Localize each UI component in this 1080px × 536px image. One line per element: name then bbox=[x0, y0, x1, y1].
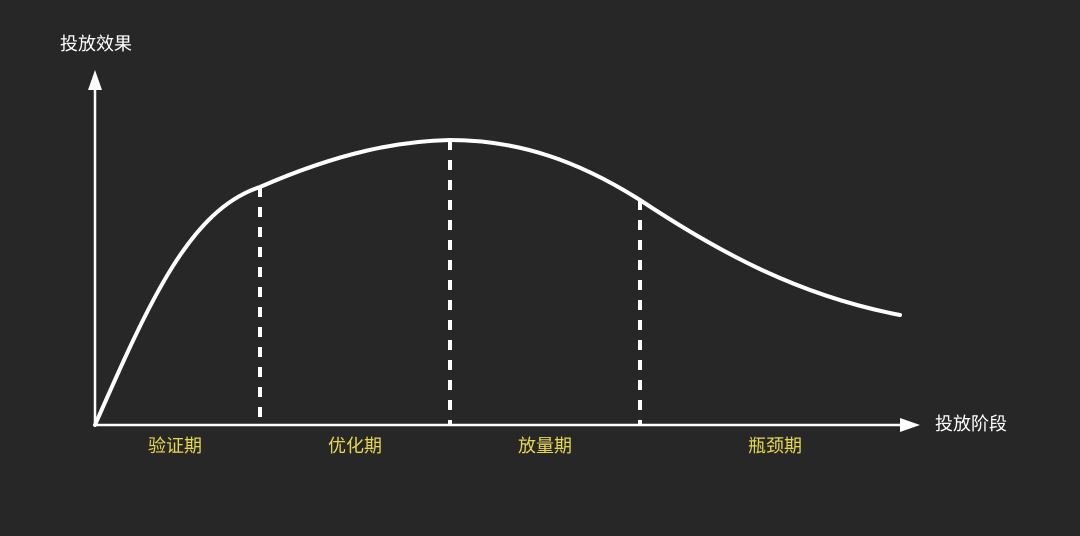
phase-label-1: 验证期 bbox=[148, 436, 202, 456]
phase-label-2: 优化期 bbox=[328, 436, 382, 456]
chart-svg: 投放效果 投放阶段 验证期 优化期 放量期 瓶颈期 bbox=[0, 0, 1080, 536]
phase-label-4: 瓶颈期 bbox=[748, 436, 802, 456]
phase-label-3: 放量期 bbox=[518, 436, 572, 456]
y-axis-label: 投放效果 bbox=[60, 34, 132, 54]
x-axis-label: 投放阶段 bbox=[935, 414, 1007, 434]
phase-curve-chart: 投放效果 投放阶段 验证期 优化期 放量期 瓶颈期 bbox=[0, 0, 1080, 536]
